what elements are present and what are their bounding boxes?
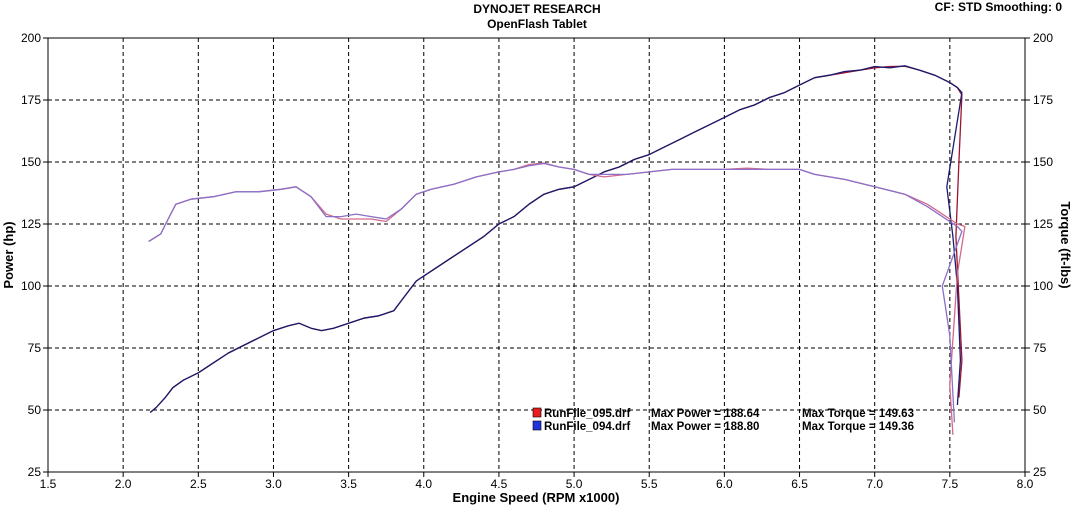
x-axis-label: Engine Speed (RPM x1000) (453, 490, 620, 505)
curves (148, 65, 966, 435)
torque-curve-runfile-094-drf (148, 162, 963, 423)
plot-area (47, 37, 1026, 473)
x-tick-label: 3.5 (340, 477, 357, 491)
left-y-tick-label: 125 (21, 217, 41, 231)
right-y-tick-label: 125 (1033, 217, 1053, 231)
left-y-axis-label: Power (hp) (1, 221, 16, 288)
legend-swatch (532, 420, 542, 431)
right-y-tick-label: 25 (1033, 465, 1047, 479)
chart-subtitle: OpenFlash Tablet (487, 17, 587, 31)
left-y-tick-label: 175 (21, 93, 41, 107)
left-y-axis-ticks: 25 50 75 100 125 150 175 200 (21, 31, 48, 479)
left-y-tick-label: 50 (28, 403, 42, 417)
x-tick-label: 5.5 (641, 477, 658, 491)
right-y-tick-label: 100 (1033, 279, 1053, 293)
settings-readout: CF: STD Smoothing: 0 (934, 0, 1062, 14)
legend-swatch (532, 407, 542, 418)
x-tick-label: 8.0 (1017, 477, 1034, 491)
x-tick-label: 7.5 (942, 477, 959, 491)
x-tick-label: 6.0 (716, 477, 733, 491)
right-y-tick-label: 75 (1033, 341, 1047, 355)
x-tick-label: 2.0 (115, 477, 132, 491)
right-y-tick-label: 150 (1033, 155, 1053, 169)
legend-max-power: Max Power = 188.80 (651, 421, 759, 433)
right-y-tick-label: 200 (1033, 31, 1053, 45)
x-tick-label: 3.0 (265, 477, 282, 491)
x-tick-label: 1.5 (40, 477, 57, 491)
right-y-tick-label: 175 (1033, 93, 1053, 107)
right-y-axis-ticks: 25 50 75 100 125 150 175 200 (1025, 31, 1053, 479)
x-tick-label: 5.0 (566, 477, 583, 491)
legend-max-torque: Max Torque = 149.63 (802, 408, 914, 420)
power-curve-runfile-094-drf (149, 65, 963, 413)
power-curve-runfile-095-drf (149, 65, 963, 413)
left-y-tick-label: 150 (21, 155, 41, 169)
x-tick-label: 4.0 (415, 477, 432, 491)
x-tick-label: 6.5 (791, 477, 808, 491)
legend-file: RunFile_094.drf (544, 421, 630, 433)
left-y-tick-label: 75 (28, 341, 42, 355)
left-y-tick-label: 100 (21, 279, 41, 293)
left-y-tick-label: 200 (21, 31, 41, 45)
legend-max-power: Max Power = 188.64 (651, 408, 760, 420)
x-tick-label: 7.0 (866, 477, 883, 491)
right-y-tick-label: 50 (1033, 403, 1047, 417)
torque-curve-runfile-095-drf (148, 162, 966, 435)
chart-title: DYNOJET RESEARCH (473, 2, 601, 16)
legend-max-torque: Max Torque = 149.36 (802, 421, 914, 433)
x-axis-ticks: 1.5 2.0 2.5 3.0 3.5 4.0 4.5 5.0 5.5 6.0 6.5 7.0 7.5 8… (40, 472, 1034, 491)
legend: RunFile_095.drf Max Power = 188.64 Max Tor… (532, 407, 914, 433)
grid (48, 38, 1025, 472)
legend-file: RunFile_095.drf (544, 408, 630, 420)
right-y-axis-label: Torque (ft-lbs) (1058, 201, 1073, 288)
x-tick-label: 4.5 (491, 477, 508, 491)
left-y-tick-label: 25 (28, 465, 42, 479)
x-tick-label: 2.5 (190, 477, 207, 491)
